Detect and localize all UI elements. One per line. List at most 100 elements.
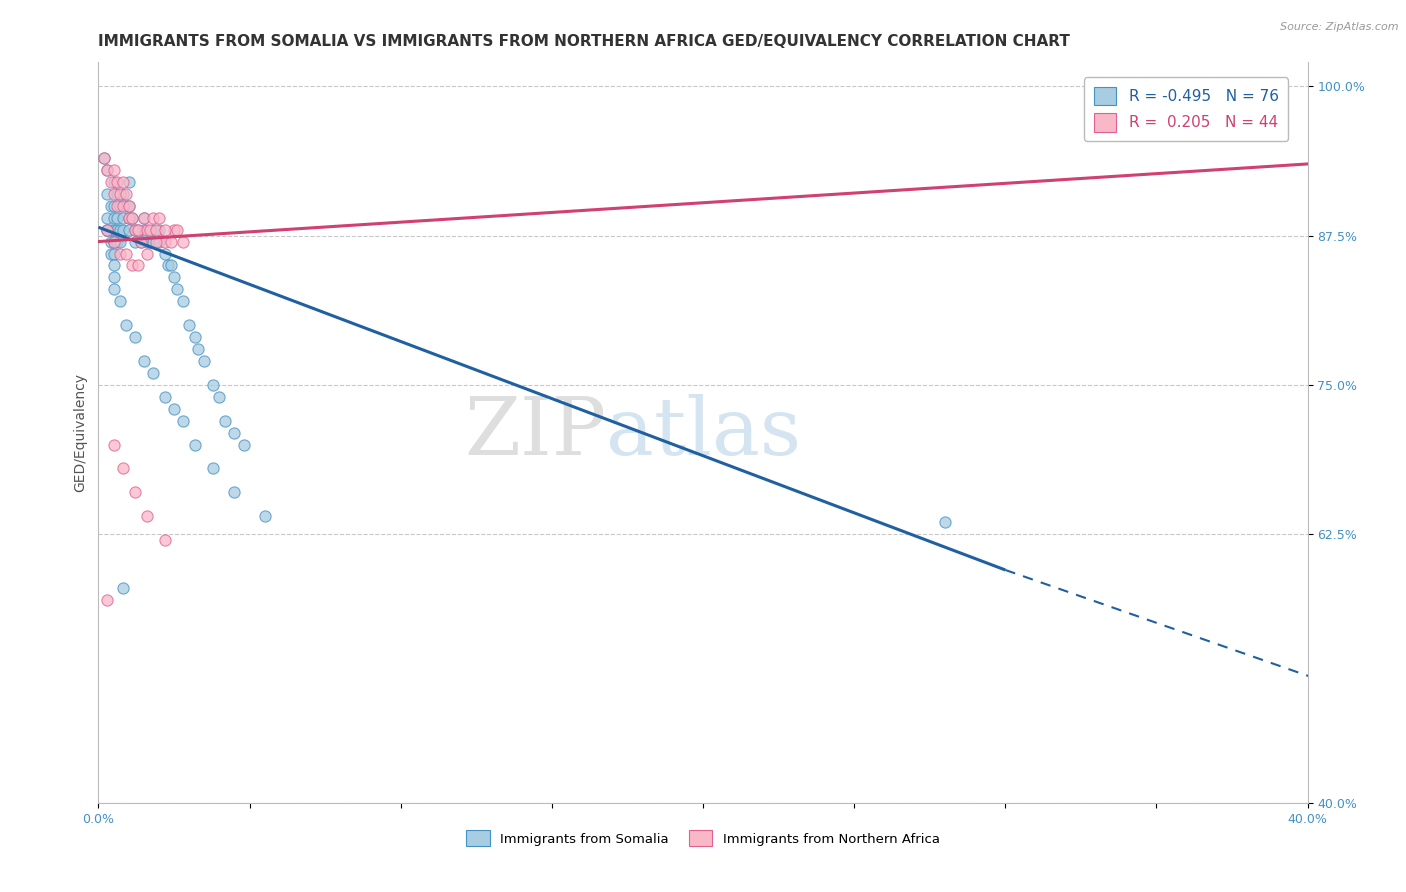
Point xyxy=(93,151,115,165)
Point xyxy=(160,259,183,273)
Point xyxy=(118,222,141,236)
Point xyxy=(153,246,176,260)
Point xyxy=(172,235,194,249)
Point xyxy=(100,175,122,189)
Point xyxy=(108,199,131,213)
Point xyxy=(148,211,170,225)
Point xyxy=(103,437,125,451)
Point xyxy=(129,235,152,249)
Point xyxy=(166,222,188,236)
Point xyxy=(132,211,155,225)
Text: ZIP: ZIP xyxy=(464,393,606,472)
Point xyxy=(111,199,134,213)
Point xyxy=(103,199,125,213)
Point xyxy=(114,199,136,213)
Point xyxy=(114,246,136,260)
Point xyxy=(139,222,162,236)
Point xyxy=(121,211,143,225)
Point xyxy=(103,270,125,285)
Point xyxy=(96,222,118,236)
Point xyxy=(118,211,141,225)
Point xyxy=(156,259,179,273)
Point xyxy=(111,581,134,595)
Point xyxy=(114,318,136,333)
Point xyxy=(108,235,131,249)
Text: atlas: atlas xyxy=(606,393,801,472)
Point xyxy=(153,533,176,547)
Point xyxy=(224,425,246,440)
Point xyxy=(118,211,141,225)
Point xyxy=(105,222,128,236)
Point xyxy=(142,235,165,249)
Point xyxy=(132,211,155,225)
Point xyxy=(153,222,176,236)
Point xyxy=(103,246,125,260)
Point xyxy=(96,162,118,177)
Point xyxy=(135,509,157,524)
Point xyxy=(132,354,155,368)
Point xyxy=(224,485,246,500)
Point xyxy=(105,186,128,201)
Point xyxy=(148,222,170,236)
Point xyxy=(103,211,125,225)
Point xyxy=(145,222,167,236)
Point xyxy=(124,222,146,236)
Point xyxy=(96,222,118,236)
Point xyxy=(100,235,122,249)
Point xyxy=(121,259,143,273)
Point xyxy=(103,175,125,189)
Point xyxy=(135,246,157,260)
Point xyxy=(148,235,170,249)
Point xyxy=(103,186,125,201)
Point xyxy=(105,235,128,249)
Point xyxy=(214,414,236,428)
Point xyxy=(96,592,118,607)
Point xyxy=(184,437,207,451)
Point xyxy=(172,294,194,309)
Point xyxy=(118,199,141,213)
Point xyxy=(153,235,176,249)
Point xyxy=(142,211,165,225)
Point xyxy=(1175,79,1198,94)
Point xyxy=(118,175,141,189)
Point xyxy=(111,186,134,201)
Point xyxy=(127,259,149,273)
Point xyxy=(934,515,956,529)
Point xyxy=(127,222,149,236)
Point xyxy=(163,401,186,416)
Point xyxy=(163,222,186,236)
Point xyxy=(105,211,128,225)
Legend: Immigrants from Somalia, Immigrants from Northern Africa: Immigrants from Somalia, Immigrants from… xyxy=(461,825,945,852)
Point xyxy=(96,186,118,201)
Point xyxy=(160,235,183,249)
Text: IMMIGRANTS FROM SOMALIA VS IMMIGRANTS FROM NORTHERN AFRICA GED/EQUIVALENCY CORRE: IMMIGRANTS FROM SOMALIA VS IMMIGRANTS FR… xyxy=(98,34,1070,49)
Point xyxy=(103,282,125,296)
Point xyxy=(118,199,141,213)
Point xyxy=(105,199,128,213)
Point xyxy=(111,211,134,225)
Point xyxy=(103,235,125,249)
Point xyxy=(121,211,143,225)
Point xyxy=(124,485,146,500)
Point xyxy=(111,461,134,475)
Point xyxy=(96,162,118,177)
Point xyxy=(124,330,146,344)
Point xyxy=(139,235,162,249)
Point xyxy=(153,390,176,404)
Point xyxy=(179,318,201,333)
Point xyxy=(163,270,186,285)
Point xyxy=(208,390,231,404)
Point xyxy=(172,414,194,428)
Point xyxy=(184,330,207,344)
Point xyxy=(108,246,131,260)
Point xyxy=(100,222,122,236)
Point xyxy=(145,235,167,249)
Point xyxy=(103,162,125,177)
Point xyxy=(187,342,209,356)
Point xyxy=(142,366,165,380)
Point xyxy=(202,377,225,392)
Point xyxy=(108,186,131,201)
Point xyxy=(202,461,225,475)
Point xyxy=(108,222,131,236)
Point xyxy=(253,509,276,524)
